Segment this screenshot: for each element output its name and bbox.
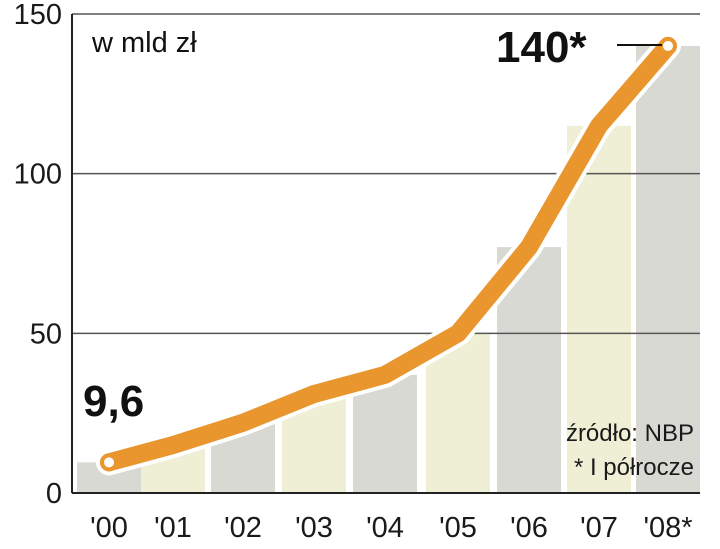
x-tick-5: '05 xyxy=(439,512,477,544)
last-value-label: 140* xyxy=(496,23,587,72)
footnote: * I półrocze xyxy=(574,454,694,481)
point-8 xyxy=(659,36,677,55)
series-line-main xyxy=(100,36,677,472)
y-tick-150: 150 xyxy=(14,0,62,31)
unit-label: w mld zł xyxy=(91,27,197,59)
x-tick-8: '08* xyxy=(643,512,692,544)
y-tick-100: 100 xyxy=(14,159,62,191)
y-tick-50: 50 xyxy=(30,318,62,350)
x-tick-3: '03 xyxy=(295,512,333,544)
point-0 xyxy=(100,453,118,472)
x-tick-0: '00 xyxy=(90,512,128,544)
x-tick-2: '02 xyxy=(224,512,262,544)
x-tick-7: '07 xyxy=(580,512,618,544)
y-axis-ticks: 0 50 100 150 xyxy=(14,0,62,510)
x-tick-4: '04 xyxy=(366,512,404,544)
bar-4 xyxy=(353,374,417,493)
background-bars xyxy=(77,45,700,494)
x-axis-ticks: '00 '01 '02 '03 '04 '05 '06 '07 '08* xyxy=(90,512,692,544)
y-tick-0: 0 xyxy=(46,478,62,510)
first-value-label: 9,6 xyxy=(83,377,144,426)
x-tick-6: '06 xyxy=(510,512,548,544)
gridlines xyxy=(71,13,700,494)
x-tick-1: '01 xyxy=(154,512,192,544)
source-note: źródło: NBP xyxy=(566,420,694,447)
bar-8 xyxy=(636,45,700,493)
